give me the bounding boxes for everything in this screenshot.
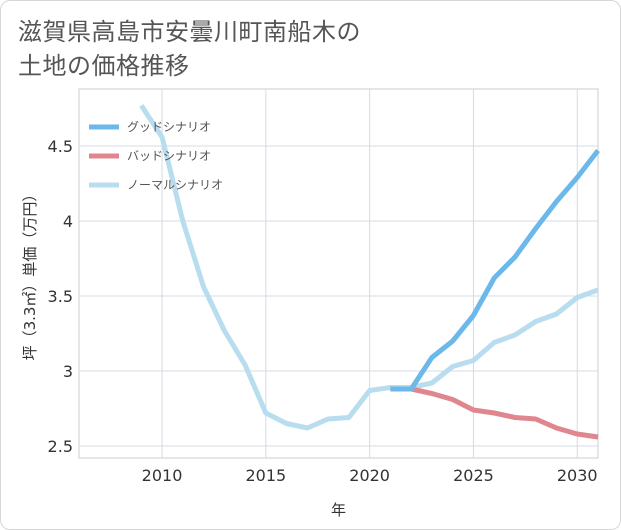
x-tick-label: 2030: [557, 466, 598, 485]
series-line-good: [390, 148, 600, 392]
x-axis-title: 年: [331, 501, 346, 519]
y-tick-label: 4.5: [48, 137, 73, 156]
legend-label-normal: ノーマルシナリオ: [127, 178, 223, 192]
y-tick-label: 2.5: [48, 437, 73, 456]
x-tick-label: 2020: [349, 466, 390, 485]
series-line-bad: [390, 386, 599, 440]
y-tick-label: 4: [63, 212, 73, 231]
legend-label-good: グッドシナリオ: [127, 120, 211, 134]
x-tick-label: 2025: [453, 466, 494, 485]
y-tick-label: 3.5: [48, 287, 73, 306]
legend-label-bad: バッドシナリオ: [127, 149, 211, 163]
x-tick-label: 2010: [142, 466, 183, 485]
chart-title-line2: 土地の価格推移: [18, 52, 190, 80]
grid-lines: [79, 89, 598, 458]
y-axis-title: 坪（3.3㎡）単価（万円）: [21, 187, 39, 361]
y-tick-label: 3: [63, 362, 73, 381]
chart-title-line1: 滋賀県高島市安曇川町南船木の: [18, 18, 361, 46]
series-line-normal: [139, 104, 599, 431]
plot-area: [78, 88, 599, 459]
x-axis-ticks: 2010 2015 2020 2025 2030: [142, 466, 598, 485]
y-axis-ticks: 2.5 3 3.5 4 4.5: [48, 137, 73, 456]
series-lines: [139, 104, 600, 440]
x-tick-label: 2015: [245, 466, 286, 485]
chart-title: 滋賀県高島市安曇川町南船木の 土地の価格推移: [18, 15, 361, 83]
